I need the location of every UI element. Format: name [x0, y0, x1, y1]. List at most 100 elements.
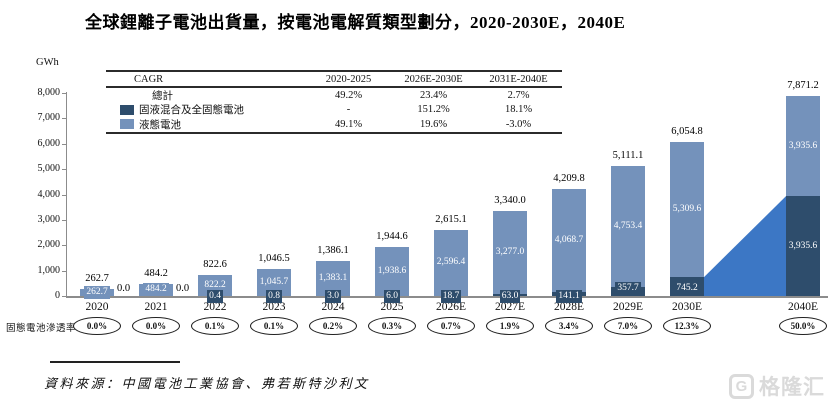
cagr-header-cell: CAGR: [134, 73, 164, 85]
cagr-value-cell: 49.2%: [334, 89, 363, 101]
x-axis-category-label: 2027E: [494, 301, 526, 313]
cagr-row-label: 液態電池: [106, 117, 306, 132]
bar-solid-value-label: 0.4: [207, 290, 223, 303]
x-axis-category-label: 2024: [321, 301, 345, 313]
bar-liquid-value-label: 1,045.7: [257, 276, 291, 290]
legend-chip-solid-state: [120, 104, 134, 115]
y-axis-line: [66, 92, 67, 297]
cagr-period-header-cell: 2026E-2030E: [404, 73, 463, 85]
x-axis-category-label: 2028E: [553, 301, 585, 313]
penetration-rate-oval: 3.4%: [545, 317, 593, 335]
y-tick-mark: [62, 118, 66, 120]
bar-solid-value-label: 0.8: [266, 290, 282, 303]
penetration-rate-oval: 50.0%: [779, 317, 827, 335]
bar-solid-value-label: 6.0: [384, 290, 400, 303]
y-tick-mark: [62, 143, 66, 145]
y-tick-mark: [62, 169, 66, 171]
penetration-rate-oval: 0.7%: [427, 317, 475, 335]
x-axis-category-label: 2026E: [435, 301, 467, 313]
x-axis-category-label: 2020: [85, 301, 109, 313]
bar-total-label: 6,054.8: [671, 126, 703, 138]
cagr-value-cell: -: [346, 104, 351, 116]
bar-solid-value-label: 357.7: [615, 282, 641, 295]
bar-total-label: 2,615.1: [435, 213, 467, 225]
y-tick-label: 1,000: [37, 264, 61, 276]
bar-solid-value-label: 745.2: [674, 282, 700, 295]
bar-total-label: 7,871.2: [787, 80, 819, 92]
y-tick-mark: [62, 296, 66, 297]
chart-title: 全球鋰離子電池出貨量，按電池電解質類型劃分，2020-2030E，2040E: [85, 13, 626, 32]
cagr-value-cell: 2.7%: [507, 89, 530, 101]
y-tick-mark: [62, 219, 66, 221]
cagr-table-row: 液態電池 49.1% 19.6% -3.0%: [106, 117, 562, 132]
y-tick-mark: [62, 245, 66, 247]
y-tick-label: 5,000: [37, 163, 61, 175]
bar-total-label: 1,046.5: [258, 253, 290, 265]
cagr-value-cell: 19.6%: [419, 118, 448, 130]
y-tick-label: 6,000: [37, 137, 61, 149]
bar-total-label: 1,386.1: [317, 244, 349, 256]
penetration-rate-oval: 0.0%: [73, 317, 121, 335]
penetration-rate-oval: 1.9%: [486, 317, 534, 335]
cagr-row-label: 總計: [152, 90, 173, 102]
source-divider-line: [50, 361, 180, 363]
penetration-rate-oval: 0.1%: [191, 317, 239, 335]
x-axis-category-label: 2021: [144, 301, 168, 313]
bar-solid-zero-label: 0.0: [176, 283, 190, 294]
bar-total-label: 4,209.8: [553, 173, 585, 185]
source-note: 資料來源：中國電池工業協會、弗若斯特沙利文: [44, 376, 370, 391]
cagr-value-cell: 151.2%: [417, 104, 450, 116]
y-tick-mark: [62, 93, 66, 94]
y-tick-label: 0: [55, 290, 60, 301]
cagr-period-header-cell: 2020-2025: [325, 73, 372, 85]
y-tick-mark: [62, 270, 66, 272]
x-axis-category-label: 2023: [262, 301, 286, 313]
bar-solid-value-label: 3,935.6: [786, 239, 820, 253]
bar-total-label: 5,111.1: [612, 150, 644, 162]
x-axis-category-label: 2030E: [671, 301, 703, 313]
y-tick-mark: [62, 194, 66, 196]
penetration-rate-oval: 12.3%: [663, 317, 711, 335]
bar-liquid-value-label: 4,753.4: [611, 220, 645, 234]
bar-total-label: 484.2: [144, 267, 168, 279]
bar-liquid-value-label: 1,383.1: [316, 271, 350, 285]
cagr-period-header-cell: 2031E-2040E: [489, 73, 548, 85]
bar-liquid-value-label: 2,596.4: [434, 256, 468, 270]
watermark: G 格隆汇: [729, 371, 825, 401]
cagr-table-row: 總計 49.2% 23.4% 2.7%: [106, 88, 562, 103]
x-axis-category-label: 2022: [203, 301, 227, 313]
bar-liquid-value-label: 4,068.7: [552, 234, 586, 248]
y-tick-label: 7,000: [37, 112, 61, 124]
bar-liquid-value-label: 1,938.6: [375, 264, 409, 278]
bar-solid-value-label: 3.0: [325, 290, 341, 303]
bar-liquid-value-label: 822.2: [202, 279, 228, 293]
x-axis-category-label: 2029E: [612, 301, 644, 313]
bar-liquid-value-label: 3,277.0: [493, 246, 527, 260]
penetration-rate-oval: 0.0%: [132, 317, 180, 335]
penetration-rate-oval: 0.3%: [368, 317, 416, 335]
bar-solid-value-label: 18.7: [440, 290, 462, 303]
penetration-rate-oval: 0.1%: [250, 317, 298, 335]
bar-total-label: 262.7: [85, 273, 109, 285]
cagr-table: CAGR 2020-2025 2026E-2030E 2031E-2040E 總計 49.…: [106, 70, 562, 134]
bar-liquid-value-label: 262.7: [84, 286, 110, 300]
x-axis-category-label: 2040E: [787, 301, 819, 313]
y-tick-label: 4,000: [37, 188, 61, 200]
cagr-value-cell: 18.1%: [504, 104, 533, 116]
x-axis-category-label: 2025: [380, 301, 404, 313]
bar-liquid-value-label: 3,935.6: [786, 139, 820, 153]
bar-solid-value-label: 141.1: [556, 290, 582, 303]
cagr-table-header-row: CAGR 2020-2025 2026E-2030E 2031E-2040E: [106, 72, 562, 88]
cagr-value-cell: 49.1%: [334, 118, 363, 130]
bar-total-label: 1,944.6: [376, 230, 408, 242]
legend-chip-liquid: [120, 119, 134, 130]
cagr-row-label: 固液混合及全固態電池: [106, 102, 306, 117]
bar-solid-value-label: 63.0: [499, 290, 521, 303]
penetration-rate-label: 固態電池滲透率: [6, 324, 77, 334]
bar-solid-zero-label: 0.0: [117, 283, 131, 294]
watermark-text: 格隆汇: [759, 376, 825, 399]
cagr-table-row: 固液混合及全固態電池 - 151.2% 18.1%: [106, 103, 562, 118]
bar-total-label: 3,340.0: [494, 195, 526, 207]
y-tick-label: 3,000: [37, 213, 61, 225]
